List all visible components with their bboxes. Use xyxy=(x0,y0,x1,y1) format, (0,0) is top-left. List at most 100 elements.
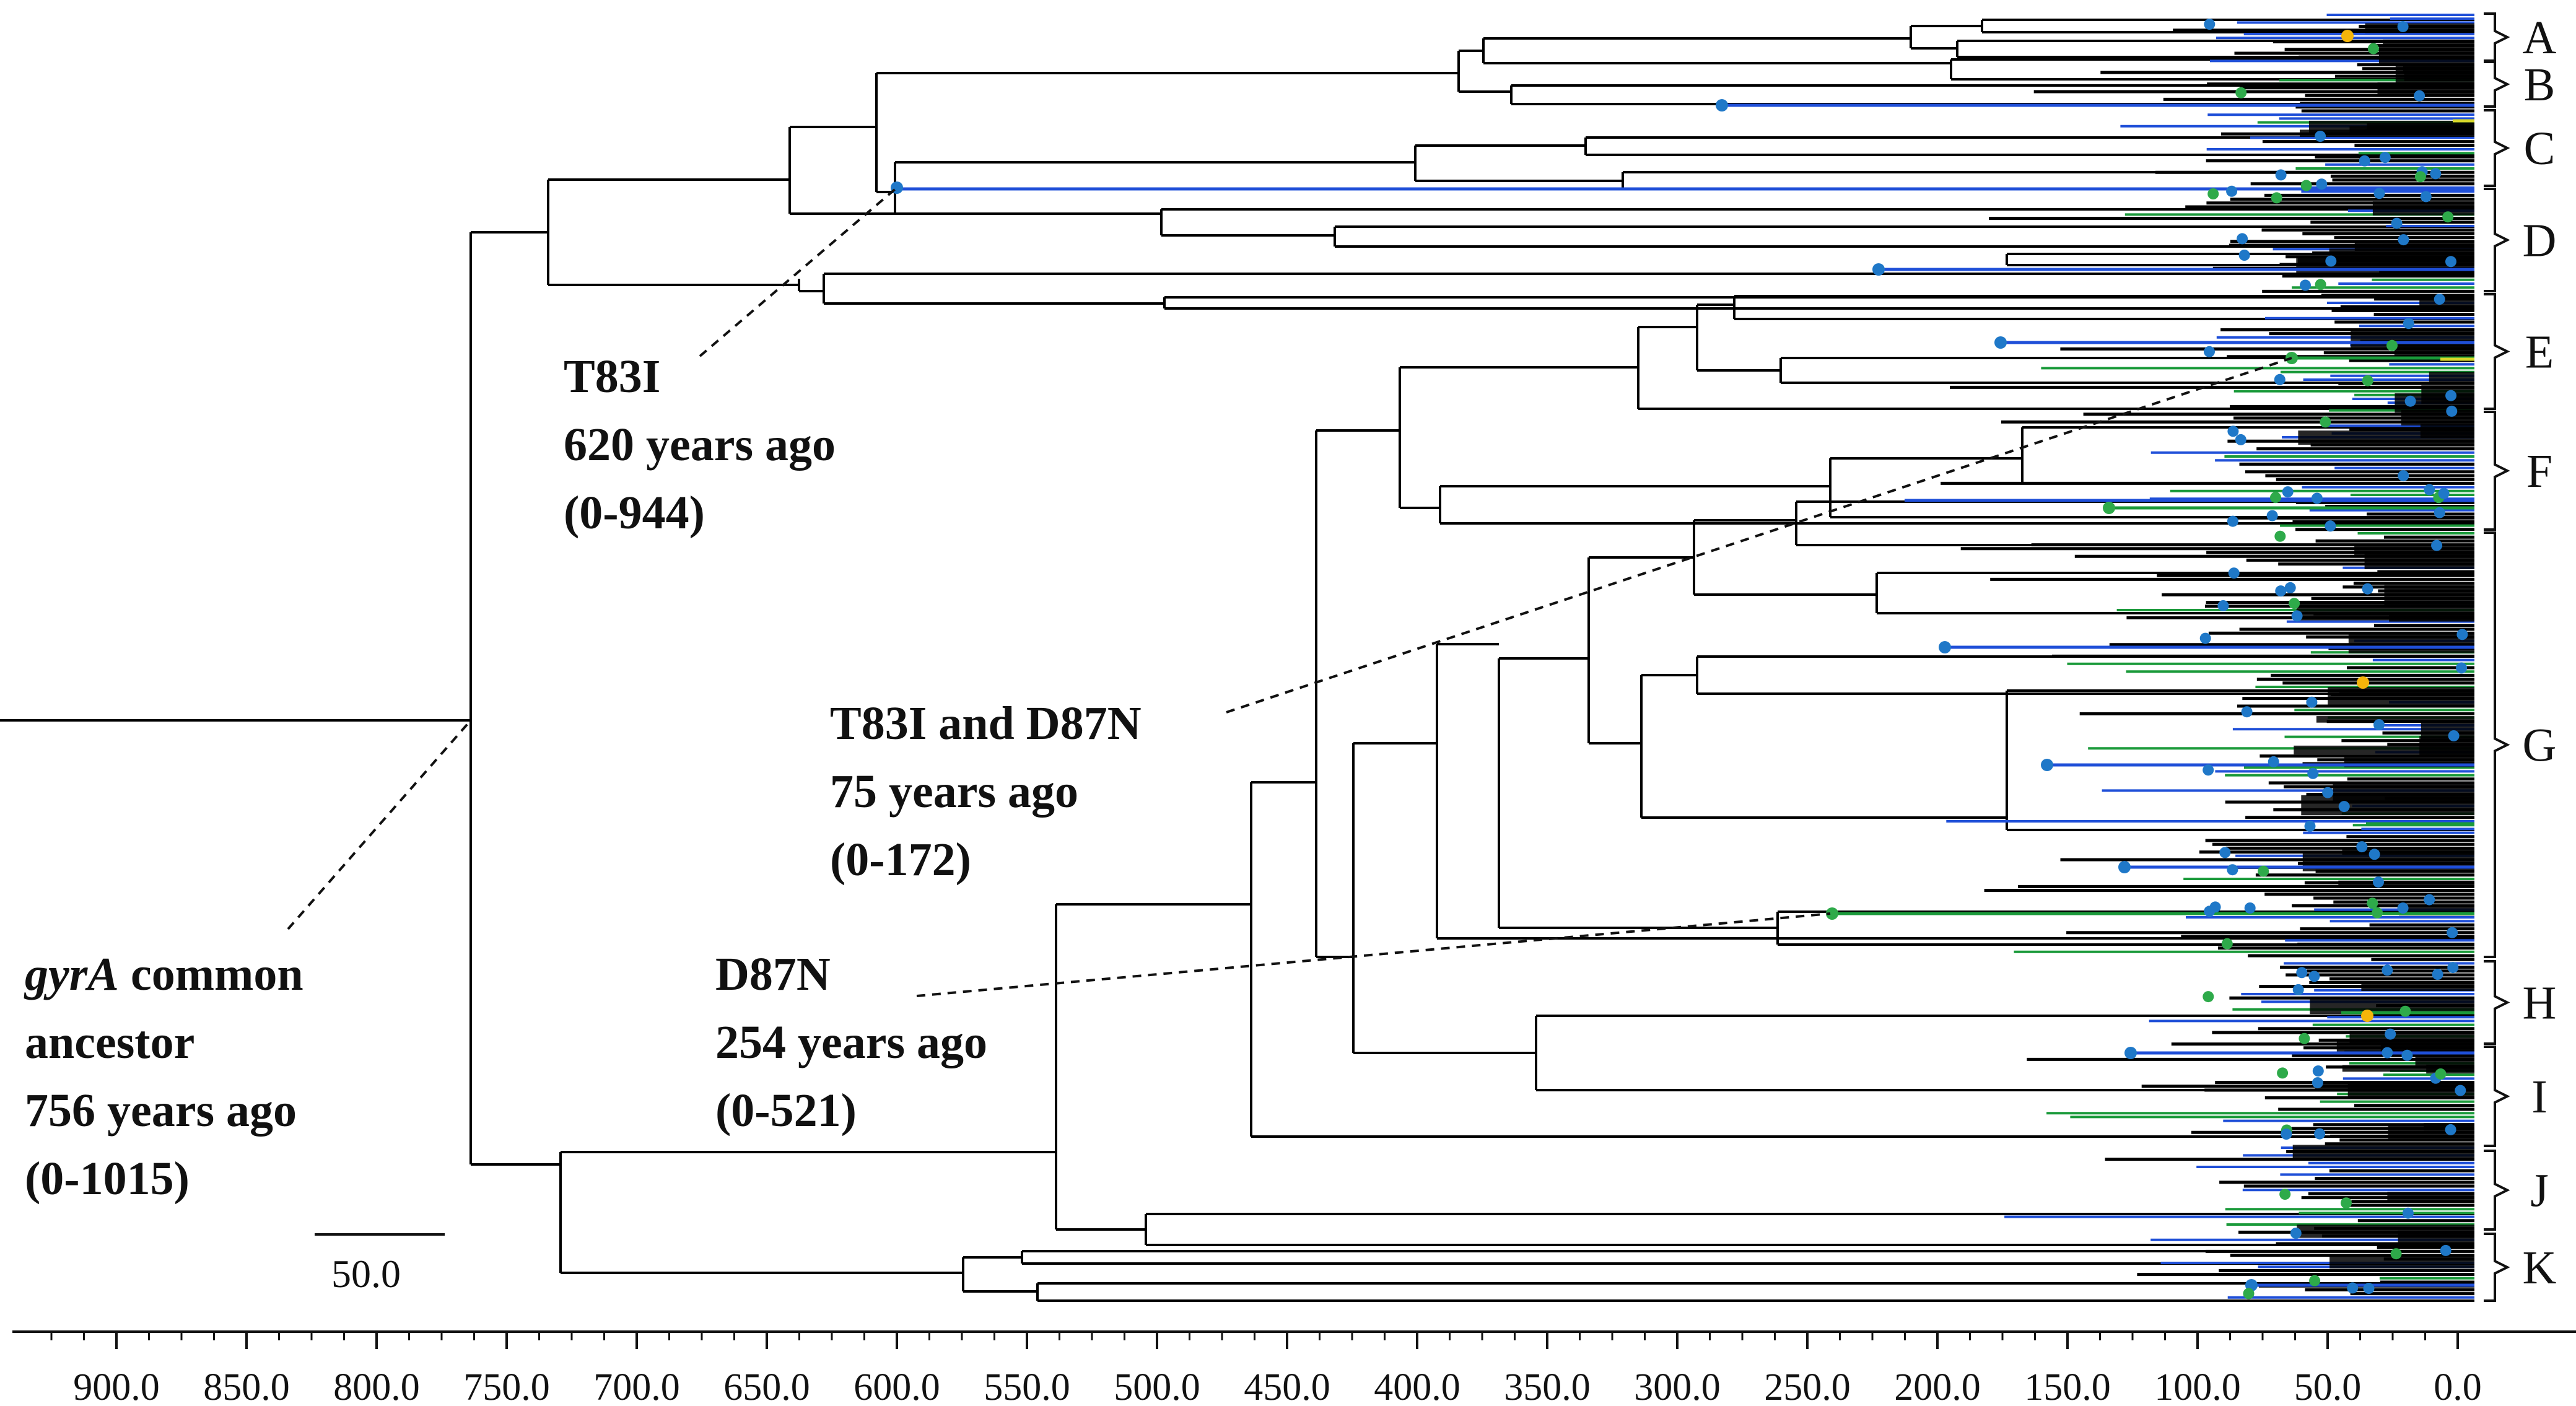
mutation-node xyxy=(2382,964,2393,976)
clade-bracket xyxy=(2484,109,2510,187)
leader-common-ancestor xyxy=(287,719,472,930)
mutation-node xyxy=(2281,1129,2292,1140)
mutation-node xyxy=(2219,847,2231,858)
axis-tick-label: 700.0 xyxy=(593,1366,680,1406)
tip-cluster xyxy=(2292,1145,2474,1161)
mutation-node xyxy=(2226,185,2238,197)
clade-label: D xyxy=(2523,215,2557,267)
axis-tick-label: 750.0 xyxy=(463,1366,550,1406)
clade-bracket xyxy=(2484,1046,2510,1147)
clade-label: A xyxy=(2523,12,2557,64)
mutation-node xyxy=(2414,171,2426,183)
tip-cluster xyxy=(2348,632,2474,653)
axis-tick-label: 150.0 xyxy=(2024,1366,2111,1406)
mutation-node xyxy=(2300,180,2312,191)
tip-cluster xyxy=(2421,722,2474,740)
ancestor-line1: gyrA common xyxy=(24,948,303,1000)
mutation-node xyxy=(2373,188,2385,199)
time-axis: 900.0 850.0 800.0 750.0 700.0 650.0 600.0 550.0… xyxy=(12,1330,2576,1406)
mutation-node xyxy=(2325,520,2336,532)
mutation-node xyxy=(2311,492,2323,504)
tip-cluster xyxy=(2378,45,2474,66)
mutation-node xyxy=(2369,849,2380,860)
mutation-node xyxy=(2284,582,2296,593)
tip-cluster xyxy=(2308,120,2474,133)
axis-tick-label: 500.0 xyxy=(1114,1366,1200,1406)
axis-tick-label: 900.0 xyxy=(73,1366,160,1406)
mutation-node xyxy=(2221,938,2233,950)
gene-name: gyrA xyxy=(24,948,119,1000)
mutation-node xyxy=(2282,486,2294,498)
mutation-node xyxy=(2386,339,2398,351)
mutation-node xyxy=(2367,897,2378,909)
mutation-node xyxy=(2414,90,2425,102)
mutation-node xyxy=(2420,191,2432,203)
t83i-interval: (0-944) xyxy=(564,487,705,539)
mutation-node xyxy=(2341,30,2354,42)
mutation-node xyxy=(2430,168,2442,180)
mutation-node xyxy=(2447,962,2459,974)
mutation-node xyxy=(2268,756,2279,767)
annotation-d87n: D87N 254 years ago (0-521) xyxy=(715,948,987,1137)
axis-tick-label: 50.0 xyxy=(2294,1366,2362,1406)
mutation-node xyxy=(2456,629,2468,640)
mutation-node xyxy=(2320,416,2331,428)
ancestor-interval: (0-1015) xyxy=(25,1153,190,1205)
axis-tick-label: 100.0 xyxy=(2154,1366,2241,1406)
mutation-node xyxy=(2292,984,2304,995)
mutation-node xyxy=(2296,967,2308,979)
mutation-node xyxy=(2446,405,2458,417)
clade-label: K xyxy=(2523,1242,2557,1294)
mutation-node xyxy=(2306,696,2318,708)
mutation-node xyxy=(2124,1047,2137,1059)
clade-label: C xyxy=(2524,123,2556,175)
mutation-node xyxy=(2204,346,2215,357)
mutation-node xyxy=(2275,585,2287,597)
mutation-node xyxy=(2361,1010,2373,1022)
clade-bracket xyxy=(2484,188,2510,292)
mutation-node xyxy=(2401,1049,2413,1061)
clade-bracket xyxy=(2484,1150,2510,1231)
mutation-node xyxy=(2203,764,2214,776)
mutation-node xyxy=(2448,730,2460,741)
axis-tick-label: 600.0 xyxy=(854,1366,940,1406)
tip-cluster xyxy=(2294,745,2474,754)
axis-tick-label: 0.0 xyxy=(2434,1366,2482,1406)
leader-d87n xyxy=(916,912,1831,997)
mutation-node xyxy=(2041,759,2053,771)
mutation-node xyxy=(2307,767,2319,779)
clade-bracket xyxy=(2484,293,2510,410)
mutation-node xyxy=(2397,902,2409,914)
mutation-node xyxy=(1826,907,1838,920)
d87n-interval: (0-521) xyxy=(715,1085,857,1137)
axis-tick-label: 800.0 xyxy=(333,1366,420,1406)
mutation-node xyxy=(2373,719,2385,730)
mutation-node xyxy=(2434,294,2445,305)
tip-cluster xyxy=(2342,1065,2474,1072)
mutation-node xyxy=(2379,152,2391,164)
mutation-node xyxy=(1939,641,1951,653)
axis-tick-label: 650.0 xyxy=(723,1366,810,1406)
mutation-node xyxy=(2199,632,2211,644)
axis-tick-label: 450.0 xyxy=(1244,1366,1330,1406)
tip-cluster xyxy=(2328,687,2474,708)
d87n-mutation: D87N xyxy=(715,948,831,1000)
mutation-node xyxy=(2445,390,2457,401)
tip-cluster xyxy=(2342,847,2474,855)
mutation-node xyxy=(2314,1128,2326,1140)
mutation-node xyxy=(1872,263,1885,276)
ancestor-line1-rest: common xyxy=(119,948,303,1000)
mutation-node xyxy=(2403,318,2414,330)
mutation-node xyxy=(2397,20,2409,32)
mutation-node xyxy=(2431,539,2443,551)
mutation-node xyxy=(2227,515,2238,527)
mutation-node xyxy=(2315,131,2326,142)
mutation-node xyxy=(2338,801,2350,813)
mutation-node xyxy=(2456,662,2468,674)
annotation-common-ancestor: gyrA common ancestor 756 years ago (0-10… xyxy=(24,948,303,1205)
mutation-node xyxy=(2391,217,2403,229)
d87n-age: 254 years ago xyxy=(715,1016,987,1068)
mutation-node xyxy=(2103,502,2115,514)
mutation-node xyxy=(2357,676,2369,689)
